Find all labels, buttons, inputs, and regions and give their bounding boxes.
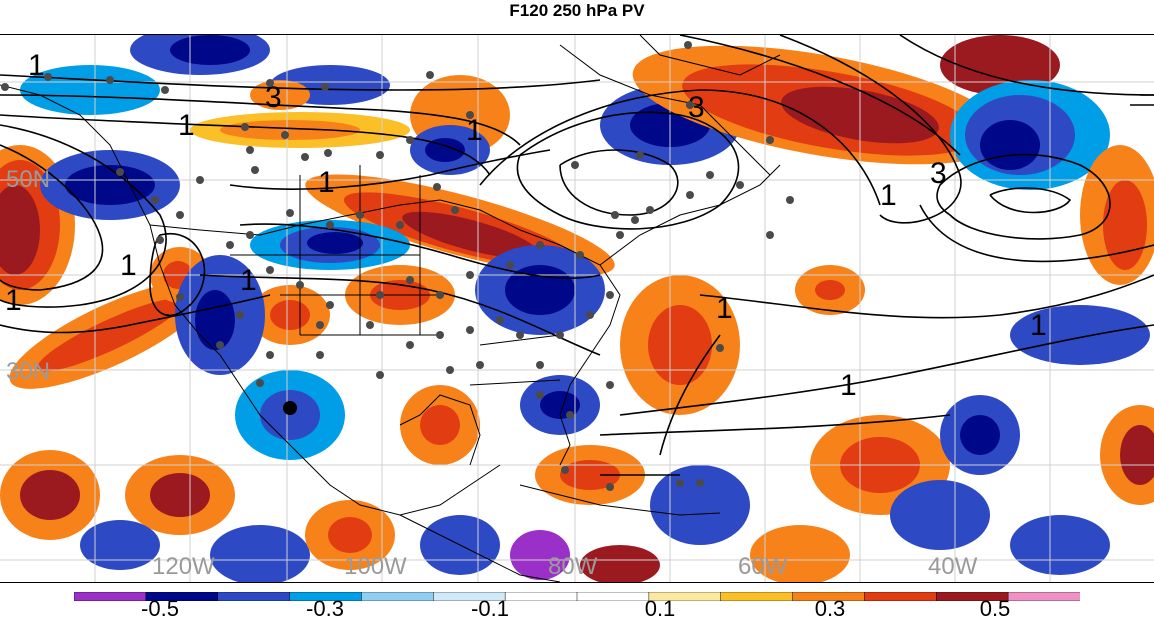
contour-label: 3	[688, 91, 705, 124]
page-title: F120 250 hPa PV	[509, 1, 645, 20]
colorbar-tick-label: 0.1	[644, 596, 676, 621]
colorbar-tick-label: -0.5	[141, 596, 179, 621]
colorbar-swatch	[217, 591, 291, 602]
pv-contours	[0, 35, 1154, 476]
contour-label: 1	[120, 249, 137, 282]
contour-label: 1	[1030, 309, 1047, 342]
colorbar-swatch	[504, 591, 578, 602]
colorbar-swatch	[864, 591, 938, 602]
contour-label-group: 1 3 1 1 1 1 3 1 1 3 1 1 1 1	[5, 49, 1047, 402]
contour-label: 1	[318, 166, 335, 199]
colorbar-tick-label: 0.5	[979, 596, 1011, 621]
colorbar-swatch	[361, 591, 435, 602]
graticule	[0, 35, 1154, 582]
colorbar-swatch	[1007, 591, 1081, 602]
colorbar-swatch	[720, 591, 794, 602]
contour-label: 1	[240, 264, 257, 297]
pv-anomaly-map: 1 3 1 1 1 1 3 1 1 3 1 1 1 1	[0, 35, 1154, 582]
longitude-label: 40W	[928, 553, 978, 580]
longitude-label: 80W	[548, 553, 598, 580]
colorbar-swatch	[73, 591, 147, 602]
station-markers	[1, 41, 794, 491]
contour-label: 3	[265, 81, 282, 114]
longitude-label: 100W	[344, 553, 407, 580]
colorbar-tick-label: -0.1	[471, 596, 509, 621]
latitude-label: 30N	[6, 358, 51, 385]
colorbar-swatch	[576, 591, 650, 602]
latitude-label: 50N	[6, 166, 51, 193]
contour-label: 1	[880, 179, 897, 212]
longitude-label: 60W	[738, 553, 788, 580]
colorbar-tick-label: -0.3	[306, 596, 344, 621]
map-panel: 1 3 1 1 1 1 3 1 1 3 1 1 1 1	[0, 34, 1154, 583]
contour-label: 1	[840, 369, 857, 402]
longitude-label: 120W	[152, 553, 215, 580]
colorbar	[73, 588, 1081, 602]
colorbar-tick-label: 0.3	[814, 596, 846, 621]
colorbar-swatches	[73, 591, 1081, 602]
contour-label: 1	[28, 49, 45, 82]
contour-label: 3	[930, 157, 947, 190]
contour-label: 1	[466, 114, 483, 147]
contour-label: 1	[716, 292, 733, 325]
contour-label: 1	[178, 109, 195, 142]
contour-label: 1	[5, 284, 22, 317]
